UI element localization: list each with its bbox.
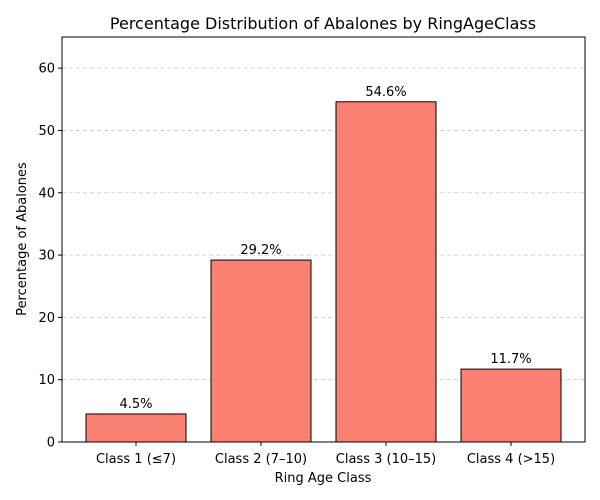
y-tick-label: 50 <box>38 124 55 139</box>
plot-area-frame <box>61 36 586 443</box>
bar <box>210 259 312 443</box>
bar-data-label: 29.2% <box>240 243 281 258</box>
bar <box>85 413 187 443</box>
x-axis-label: Ring Age Class <box>275 471 372 486</box>
x-tick-label: Class 1 (≤7) <box>96 452 176 467</box>
data-labels: 4.5% 29.2% 54.6% 11.7% <box>119 85 531 412</box>
y-tick-label: 20 <box>38 311 55 326</box>
grid-lines <box>62 67 585 381</box>
y-tick-label: 10 <box>38 373 55 388</box>
bar-data-label: 54.6% <box>365 85 406 100</box>
bar <box>460 368 562 443</box>
x-axis-ticks: Class 1 (≤7) Class 2 (7–10) Class 3 (10–15… <box>96 442 555 467</box>
bar <box>335 101 437 443</box>
x-tick-label: Class 3 (10–15) <box>336 452 436 467</box>
y-tick-label: 40 <box>38 186 55 201</box>
x-tick-label: Class 2 (7–10) <box>215 452 307 467</box>
bars <box>85 101 562 443</box>
y-tick-label: 60 <box>38 62 55 77</box>
y-axis-ticks: 0 10 20 30 40 50 60 <box>38 62 62 451</box>
y-tick-label: 30 <box>38 249 55 264</box>
y-tick-label: 0 <box>47 436 55 451</box>
y-axis-label: Percentage of Abalones <box>15 162 30 316</box>
x-tick-label: Class 4 (>15) <box>467 452 555 467</box>
bar-data-label: 4.5% <box>119 397 152 412</box>
bar-data-label: 11.7% <box>490 352 531 367</box>
chart-title: Percentage Distribution of Abalones by R… <box>110 14 536 33</box>
